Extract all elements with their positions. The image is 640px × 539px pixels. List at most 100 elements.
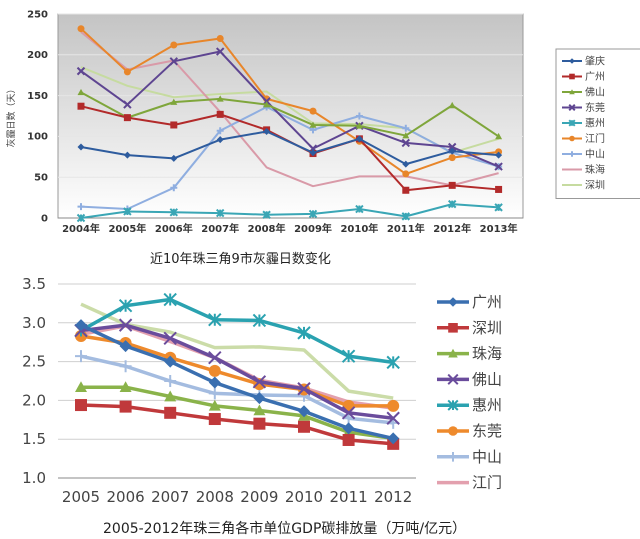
legend-item: 深圳 (437, 319, 502, 337)
y-tick-label: 50 (34, 173, 48, 184)
marker-square (402, 186, 410, 194)
marker-diamond (216, 136, 224, 144)
marker-star (447, 399, 459, 411)
marker-plus (355, 112, 363, 120)
marker-star (386, 355, 400, 370)
legend-item: 东莞 (437, 422, 502, 440)
y-tick-label: 250 (27, 9, 48, 20)
marker-star (252, 313, 267, 328)
legend-item: 珠海 (437, 345, 502, 363)
legend-item: 中山 (562, 147, 605, 160)
marker-x (76, 66, 86, 76)
series-珠海 (80, 31, 499, 188)
marker-x (494, 162, 503, 171)
legend-label: 惠州 (585, 116, 605, 129)
marker-triangle (75, 381, 87, 393)
legend-item: 江门 (437, 474, 502, 492)
marker-diamond (309, 149, 317, 157)
marker-triangle (164, 390, 177, 402)
marker-triangle (119, 381, 132, 393)
marker-diamond (402, 160, 410, 168)
marker-plus (448, 452, 458, 462)
series-肇庆 (77, 128, 503, 168)
marker-square (164, 406, 177, 419)
marker-triangle (263, 101, 271, 108)
marker-star (208, 312, 222, 327)
marker-circle (448, 154, 456, 162)
legend-item: 佛山 (562, 85, 605, 98)
marker-circle (208, 364, 221, 377)
marker-square (216, 110, 224, 118)
marker-diamond (448, 297, 458, 307)
marker-triangle (569, 89, 575, 95)
marker-triangle (448, 348, 458, 358)
marker-square (208, 413, 221, 426)
marker-square (448, 323, 458, 333)
marker-plus (170, 184, 178, 192)
marker-diamond (119, 340, 132, 353)
marker-square (298, 420, 310, 433)
marker-plus (75, 350, 87, 363)
legend-item: 中山 (437, 448, 502, 466)
marker-x (401, 138, 411, 148)
marker-square (253, 417, 266, 430)
x-tick-label: 2005 (62, 488, 100, 506)
x-tick-label: 2013年 (480, 222, 518, 235)
marker-square (77, 102, 85, 110)
marker-circle (170, 41, 178, 49)
legend-item: 广州 (562, 71, 605, 83)
x-tick-label: 2010 (285, 488, 323, 506)
marker-x (568, 103, 576, 112)
marker-x (341, 406, 356, 420)
x-tick-label: 2006年 (155, 222, 193, 235)
marker-diamond (342, 422, 355, 435)
x-tick-label: 2005年 (108, 222, 146, 235)
marker-circle (569, 135, 575, 142)
marker-x (252, 375, 267, 389)
legend-item: 佛山 (437, 370, 502, 388)
marker-plus (569, 151, 575, 157)
marker-diamond (123, 151, 131, 159)
x-tick-label: 2012年 (433, 222, 471, 235)
legend-item: 东莞 (562, 101, 605, 114)
marker-triangle (170, 98, 178, 105)
x-tick-label: 2007 (151, 488, 189, 506)
marker-circle (402, 170, 410, 178)
marker-star (401, 212, 411, 221)
legend-label: 广州 (472, 293, 502, 311)
marker-circle (123, 68, 131, 76)
legend-label: 深圳 (585, 179, 605, 191)
y-tick-label: 100 (27, 132, 48, 143)
marker-star (494, 203, 503, 212)
marker-x (447, 373, 459, 385)
legend-label: 珠海 (585, 163, 605, 176)
y-tick-label: 1.5 (22, 430, 46, 448)
marker-triangle (253, 404, 266, 416)
marker-x (215, 47, 225, 56)
marker-x (163, 331, 177, 346)
legend-item: 珠海 (562, 163, 605, 176)
marker-diamond (170, 154, 178, 162)
legend-label: 佛山 (585, 85, 605, 98)
carbon-emission-chart: 1.0 1.5 2.0 2.5 3.0 3.5 2005 2006 2007 2008 2009 20… (22, 275, 502, 506)
series-unlabeled (80, 302, 394, 400)
haze-chart-title: 近10年珠三角9市灰霾日数变化 (150, 252, 331, 267)
marker-star (163, 292, 177, 307)
marker-x (118, 318, 133, 332)
y-tick-label: 1.0 (22, 469, 46, 487)
marker-circle (448, 426, 458, 436)
marker-x (169, 57, 179, 66)
legend-label: 中山 (585, 147, 605, 160)
legend-item: 广州 (437, 293, 502, 311)
y-tick-label: 3.0 (22, 314, 46, 332)
series-line (80, 31, 499, 188)
legend-label: 江门 (472, 474, 502, 492)
haze-days-chart: 0 50 100 150 200 250 2004年 2005年 2006年 2007年 2008年… (5, 9, 640, 235)
marker-diamond (387, 432, 400, 445)
marker-star (123, 207, 132, 216)
marker-plus (208, 387, 221, 400)
marker-diamond (77, 143, 85, 151)
series-深圳 (75, 399, 400, 450)
